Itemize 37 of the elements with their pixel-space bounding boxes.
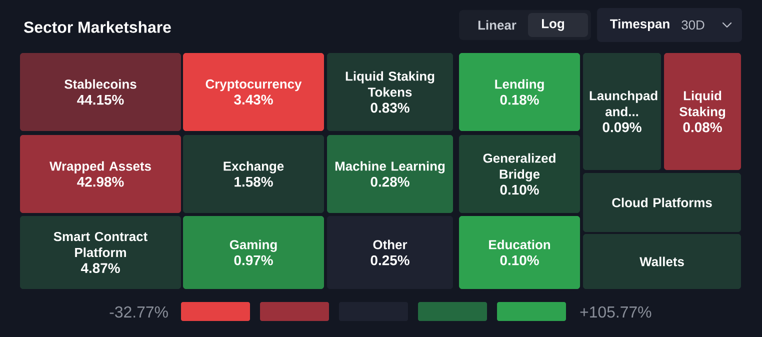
category-label: Wrapped Assets	[50, 161, 151, 174]
data-label: 0.97%	[234, 255, 273, 266]
category-label: Education	[489, 240, 550, 250]
text: -32.77%	[110, 306, 168, 318]
data-label: 42.98%	[77, 176, 124, 187]
text: Log	[542, 19, 564, 31]
data-label: 0.08%	[683, 122, 722, 132]
category-label: Cryptocurrency	[206, 79, 302, 92]
data-label: 0.09%	[602, 122, 642, 132]
category-label: Wallets	[640, 256, 684, 266]
text: Linear	[478, 20, 516, 30]
data-label: 0.25%	[370, 255, 410, 266]
data-label: 3.43%	[234, 94, 273, 105]
category-label: Launchpad and...	[590, 90, 658, 116]
category-label: Exchange	[224, 161, 284, 174]
data-label: 0.10%	[500, 184, 539, 195]
data-label: 0.28%	[370, 176, 410, 187]
data-label: 0.83%	[370, 102, 410, 113]
data-label: 44.15%	[77, 94, 124, 105]
data-label: 1.58%	[234, 176, 273, 187]
text: Sector Marketshare	[24, 21, 171, 33]
text: +105.77%	[580, 306, 652, 318]
category-label: Liquid Staking Tokens	[346, 71, 434, 97]
data-label: 0.10%	[500, 255, 539, 266]
category-label: Liquid Staking	[679, 90, 726, 119]
category-label: Cloud Platforms	[612, 198, 712, 208]
category-label: Gaming	[230, 240, 277, 252]
category-label: Smart Contract Platform	[54, 232, 148, 258]
data-label: 4.87%	[80, 263, 120, 274]
category-label: Machine Learning	[335, 161, 445, 174]
category-label: Generalized Bridge	[483, 153, 556, 182]
text: 30D	[682, 20, 704, 30]
category-label: Lending	[495, 79, 544, 92]
category-label: Stablecoins	[64, 79, 136, 89]
data-label: 0.18%	[500, 94, 539, 105]
category-label: Other	[373, 240, 408, 250]
text: Timespan	[610, 18, 670, 32]
